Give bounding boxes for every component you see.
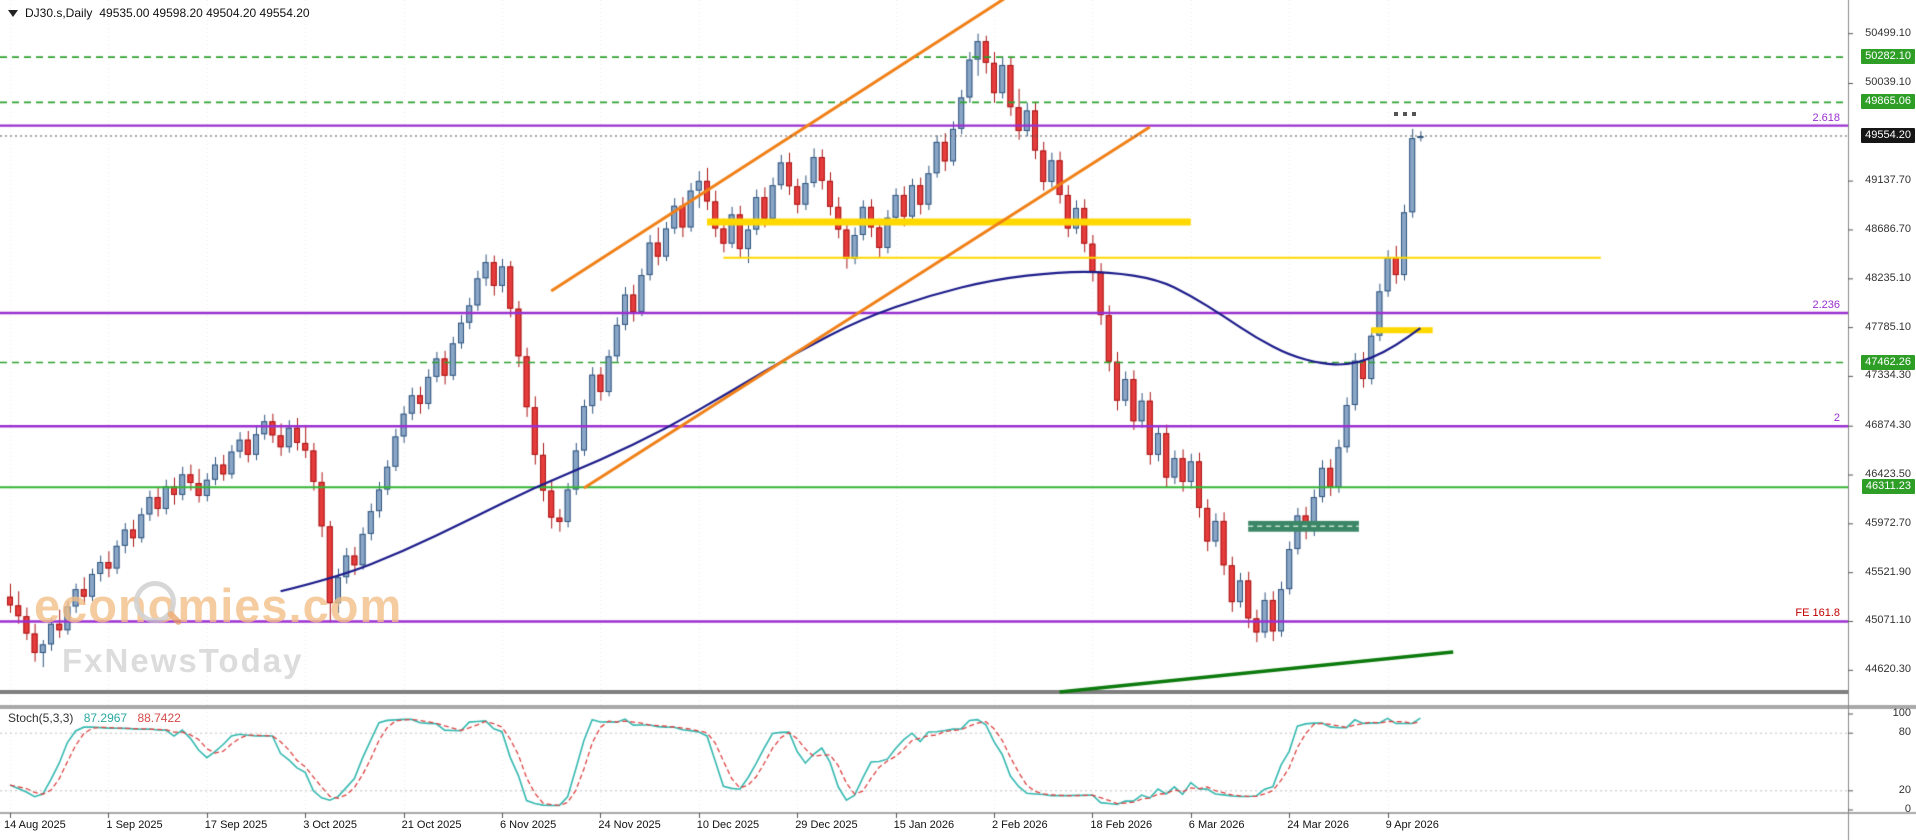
price-axis[interactable]: 50499.10 50039.10 49137.70 48686.70 48235.10… <box>1849 0 1916 840</box>
stoch-axis-label: 0 <box>1904 803 1911 815</box>
selection-dot[interactable] <box>1412 112 1416 116</box>
time-axis[interactable]: 14 Aug 2025 1 Sep 2025 17 Sep 2025 3 Oct 20… <box>0 816 1849 840</box>
price-axis-label: 49137.70 <box>1865 174 1911 187</box>
price-axis-label: 46874.30 <box>1865 419 1911 432</box>
level-price-badge: 46311.23 <box>1861 479 1915 495</box>
symbol-ohlc-values: 49535.00 49598.20 49504.20 49554.20 <box>99 6 310 20</box>
price-axis-label: 48686.70 <box>1865 222 1911 235</box>
chart-marker-icon <box>8 9 18 17</box>
time-axis-label: 24 Nov 2025 <box>598 819 661 831</box>
time-axis-label: 21 Oct 2025 <box>401 819 462 831</box>
stoch-indicator-label: Stoch(5,3,3) 87.2967 88.7422 <box>8 711 181 725</box>
time-axis-label: 18 Feb 2026 <box>1090 819 1153 831</box>
time-axis-label: 14 Aug 2025 <box>4 819 66 831</box>
time-axis-label: 3 Oct 2025 <box>303 819 358 831</box>
symbol-name: DJ30.s,Daily <box>25 6 93 20</box>
price-axis-label: 47785.10 <box>1865 320 1911 333</box>
price-axis-label: 45521.90 <box>1865 565 1911 578</box>
level-price-badge: 47462.26 <box>1861 354 1915 370</box>
price-axis-label: 46423.50 <box>1865 468 1911 481</box>
time-axis-label: 24 Mar 2026 <box>1287 819 1349 831</box>
fib-level-label[interactable]: 2.618 <box>1812 111 1840 124</box>
current-price-badge: 49554.20 <box>1861 127 1915 143</box>
time-axis-label: 15 Jan 2026 <box>893 819 955 831</box>
price-axis-label: 45071.10 <box>1865 614 1911 627</box>
fib-level-label[interactable]: FE 161.8 <box>1795 607 1840 620</box>
price-axis-label: 44620.30 <box>1865 663 1911 676</box>
price-axis-label: 48235.10 <box>1865 271 1911 284</box>
time-axis-label: 9 Apr 2026 <box>1385 819 1439 831</box>
time-axis-label: 17 Sep 2025 <box>204 819 268 831</box>
level-price-badge: 50282.10 <box>1861 49 1915 65</box>
stoch-d-value: 88.7422 <box>137 711 181 725</box>
selection-dot[interactable] <box>1394 112 1398 116</box>
time-axis-label: 2 Feb 2026 <box>992 819 1048 831</box>
price-axis-label: 45972.70 <box>1865 516 1911 529</box>
time-axis-label: 6 Nov 2025 <box>500 819 557 831</box>
symbol-info: DJ30.s,Daily 49535.00 49598.20 49504.20 … <box>8 6 310 20</box>
object-selection-handles[interactable] <box>1394 112 1416 116</box>
stoch-axis-label: 100 <box>1892 707 1911 719</box>
stoch-axis-label: 20 <box>1898 783 1911 796</box>
price-axis-label: 50499.10 <box>1865 26 1911 39</box>
level-price-badge: 49865.06 <box>1861 94 1915 110</box>
time-axis-label: 1 Sep 2025 <box>106 819 163 831</box>
fib-level-label[interactable]: 2.236 <box>1812 298 1840 311</box>
time-axis-label: 10 Dec 2025 <box>696 819 760 831</box>
stoch-name: Stoch(5,3,3) <box>8 711 74 725</box>
stoch-axis-label: 80 <box>1898 726 1911 739</box>
time-axis-label: 29 Dec 2025 <box>795 819 858 831</box>
stoch-k-value: 87.2967 <box>83 711 128 725</box>
selection-dot[interactable] <box>1403 112 1407 116</box>
time-axis-label: 6 Mar 2026 <box>1188 819 1245 831</box>
price-axis-label: 50039.10 <box>1865 76 1911 89</box>
price-axis-label: 47334.30 <box>1865 369 1911 382</box>
fib-level-label[interactable]: 2 <box>1833 412 1840 425</box>
